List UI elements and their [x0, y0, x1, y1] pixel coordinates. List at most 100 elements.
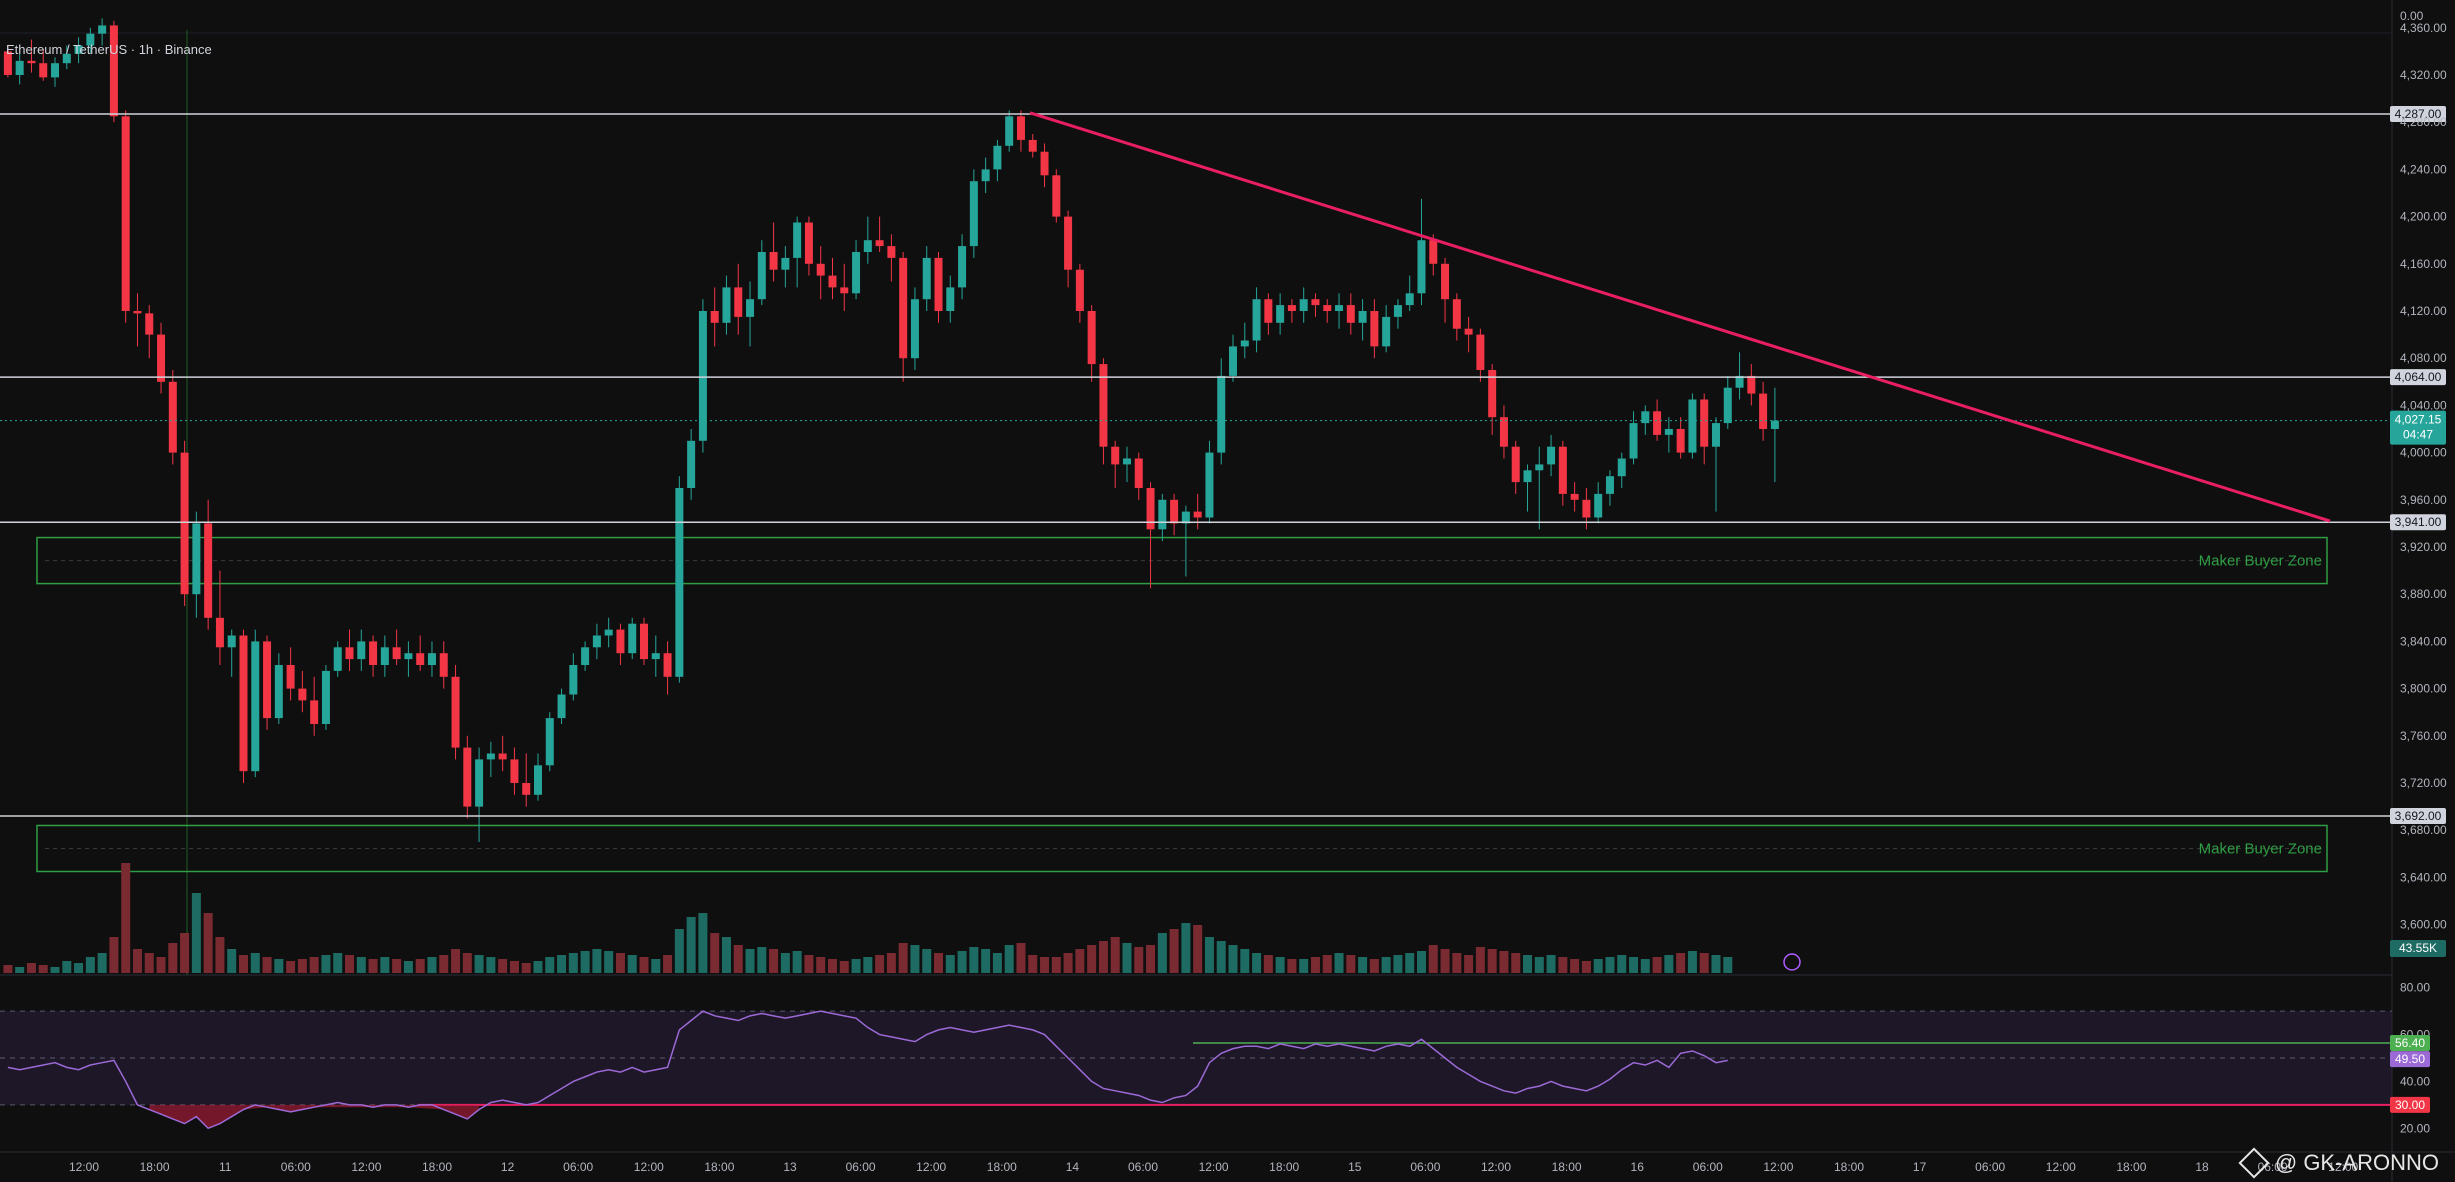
candle-body	[804, 222, 813, 264]
candle-body	[1323, 305, 1332, 311]
volume-bar	[1322, 955, 1332, 973]
candle-body	[263, 641, 272, 719]
volume-bar	[191, 893, 201, 973]
candle-body	[51, 63, 60, 78]
candle-body	[1064, 216, 1073, 270]
volume-bar	[1310, 957, 1320, 973]
volume-bar	[1122, 943, 1132, 973]
candle-body	[15, 60, 24, 75]
rsi-level-label: 49.50	[2395, 1052, 2425, 1066]
volume-bar	[1263, 955, 1273, 973]
volume-bar	[1605, 957, 1615, 973]
volume-bar	[745, 949, 755, 973]
candle-body	[651, 653, 660, 660]
volume-bar	[498, 959, 508, 973]
volume-bar	[557, 955, 567, 973]
candle-body	[734, 287, 743, 317]
candle-body	[1311, 299, 1320, 306]
candle-body	[875, 240, 884, 247]
candle-body	[1005, 116, 1014, 146]
volume-bar	[380, 957, 390, 973]
volume-bar	[1558, 957, 1568, 973]
volume-bar	[462, 953, 472, 973]
volume-bar	[203, 913, 213, 973]
candle-body	[369, 641, 378, 665]
time-tick: 12	[501, 1160, 515, 1174]
candle-body	[3, 51, 12, 75]
candle-body	[1299, 299, 1308, 311]
volume-bar	[1499, 951, 1509, 973]
rsi-line	[7, 1010, 1728, 1130]
time-tick: 12:00	[1763, 1160, 1793, 1174]
candle-body	[863, 240, 872, 252]
buyer-zone-2	[36, 824, 2328, 873]
rsi-level-label: 30.00	[2395, 1098, 2425, 1112]
volume-bar	[1346, 955, 1356, 973]
candle-body	[1464, 328, 1473, 335]
trendline[interactable]	[1029, 111, 2331, 523]
volume-bar	[992, 953, 1002, 973]
volume-bar	[1146, 945, 1156, 973]
candle-body	[628, 623, 637, 654]
volume-bar	[368, 959, 378, 973]
volume-bar	[827, 959, 837, 973]
volume-bar	[345, 955, 355, 973]
horizontal-levels[interactable]	[0, 113, 2392, 817]
level-badge	[2390, 369, 2446, 386]
candle-body	[1146, 488, 1155, 530]
time-tick: 06:00	[2258, 1160, 2288, 1174]
candle-body	[1488, 370, 1497, 418]
candle-body	[427, 653, 436, 665]
volume-bar	[1193, 925, 1203, 973]
volume-bar	[486, 957, 496, 973]
volume-bar	[1393, 955, 1403, 973]
volume-bar	[922, 949, 932, 973]
volume-bar	[392, 959, 402, 973]
price-tick: 4,160.00	[2400, 257, 2447, 271]
volume-bar	[1075, 949, 1085, 973]
volume-bar	[615, 953, 625, 973]
candle-body	[321, 670, 330, 724]
volume-bar	[1581, 961, 1591, 973]
candle-body	[1181, 511, 1190, 524]
volume-bar	[1252, 953, 1262, 973]
volume-bar	[1287, 959, 1297, 973]
candle-body	[1511, 446, 1520, 483]
candle-body	[1617, 458, 1626, 477]
candle-body	[333, 647, 342, 671]
candle-body	[380, 647, 389, 665]
candle-body	[27, 60, 36, 64]
candle-body	[581, 647, 590, 665]
volume-bar	[1358, 957, 1368, 973]
volume-bar	[698, 913, 708, 973]
volume-bar	[1416, 951, 1426, 973]
volume-bar	[969, 947, 979, 973]
candle-body	[910, 299, 919, 359]
candle-body	[1747, 375, 1756, 394]
volume-bar	[757, 947, 767, 973]
volume-bar	[1240, 949, 1250, 973]
time-tick: 18:00	[1269, 1160, 1299, 1174]
time-tick: 06:00	[1693, 1160, 1723, 1174]
rsi-level-badge	[2390, 1035, 2430, 1052]
volume-bar	[545, 957, 555, 973]
zone-label: Maker Buyer Zone	[2199, 840, 2322, 857]
volume-bar	[427, 957, 437, 973]
candle-body	[1594, 493, 1603, 518]
price-tick: 4,280.00	[2400, 115, 2447, 129]
candle-body	[1452, 299, 1461, 329]
price-tick: 4,240.00	[2400, 162, 2447, 176]
candle-body	[887, 246, 896, 258]
candle-body	[451, 676, 460, 748]
candle-body	[1134, 458, 1143, 488]
volume-bar	[1593, 959, 1603, 973]
volume-bar	[592, 949, 602, 973]
candle-body	[1429, 240, 1438, 264]
volume-bar	[97, 953, 107, 973]
time-tick: 12:00	[1199, 1160, 1229, 1174]
volume-bar	[121, 863, 131, 973]
price-tick: 4,360.00	[2400, 21, 2447, 35]
watermark-text: @ GK-ARONNO	[2274, 1150, 2439, 1175]
volume-bar	[180, 933, 190, 973]
descending-trendline	[1029, 111, 2331, 523]
